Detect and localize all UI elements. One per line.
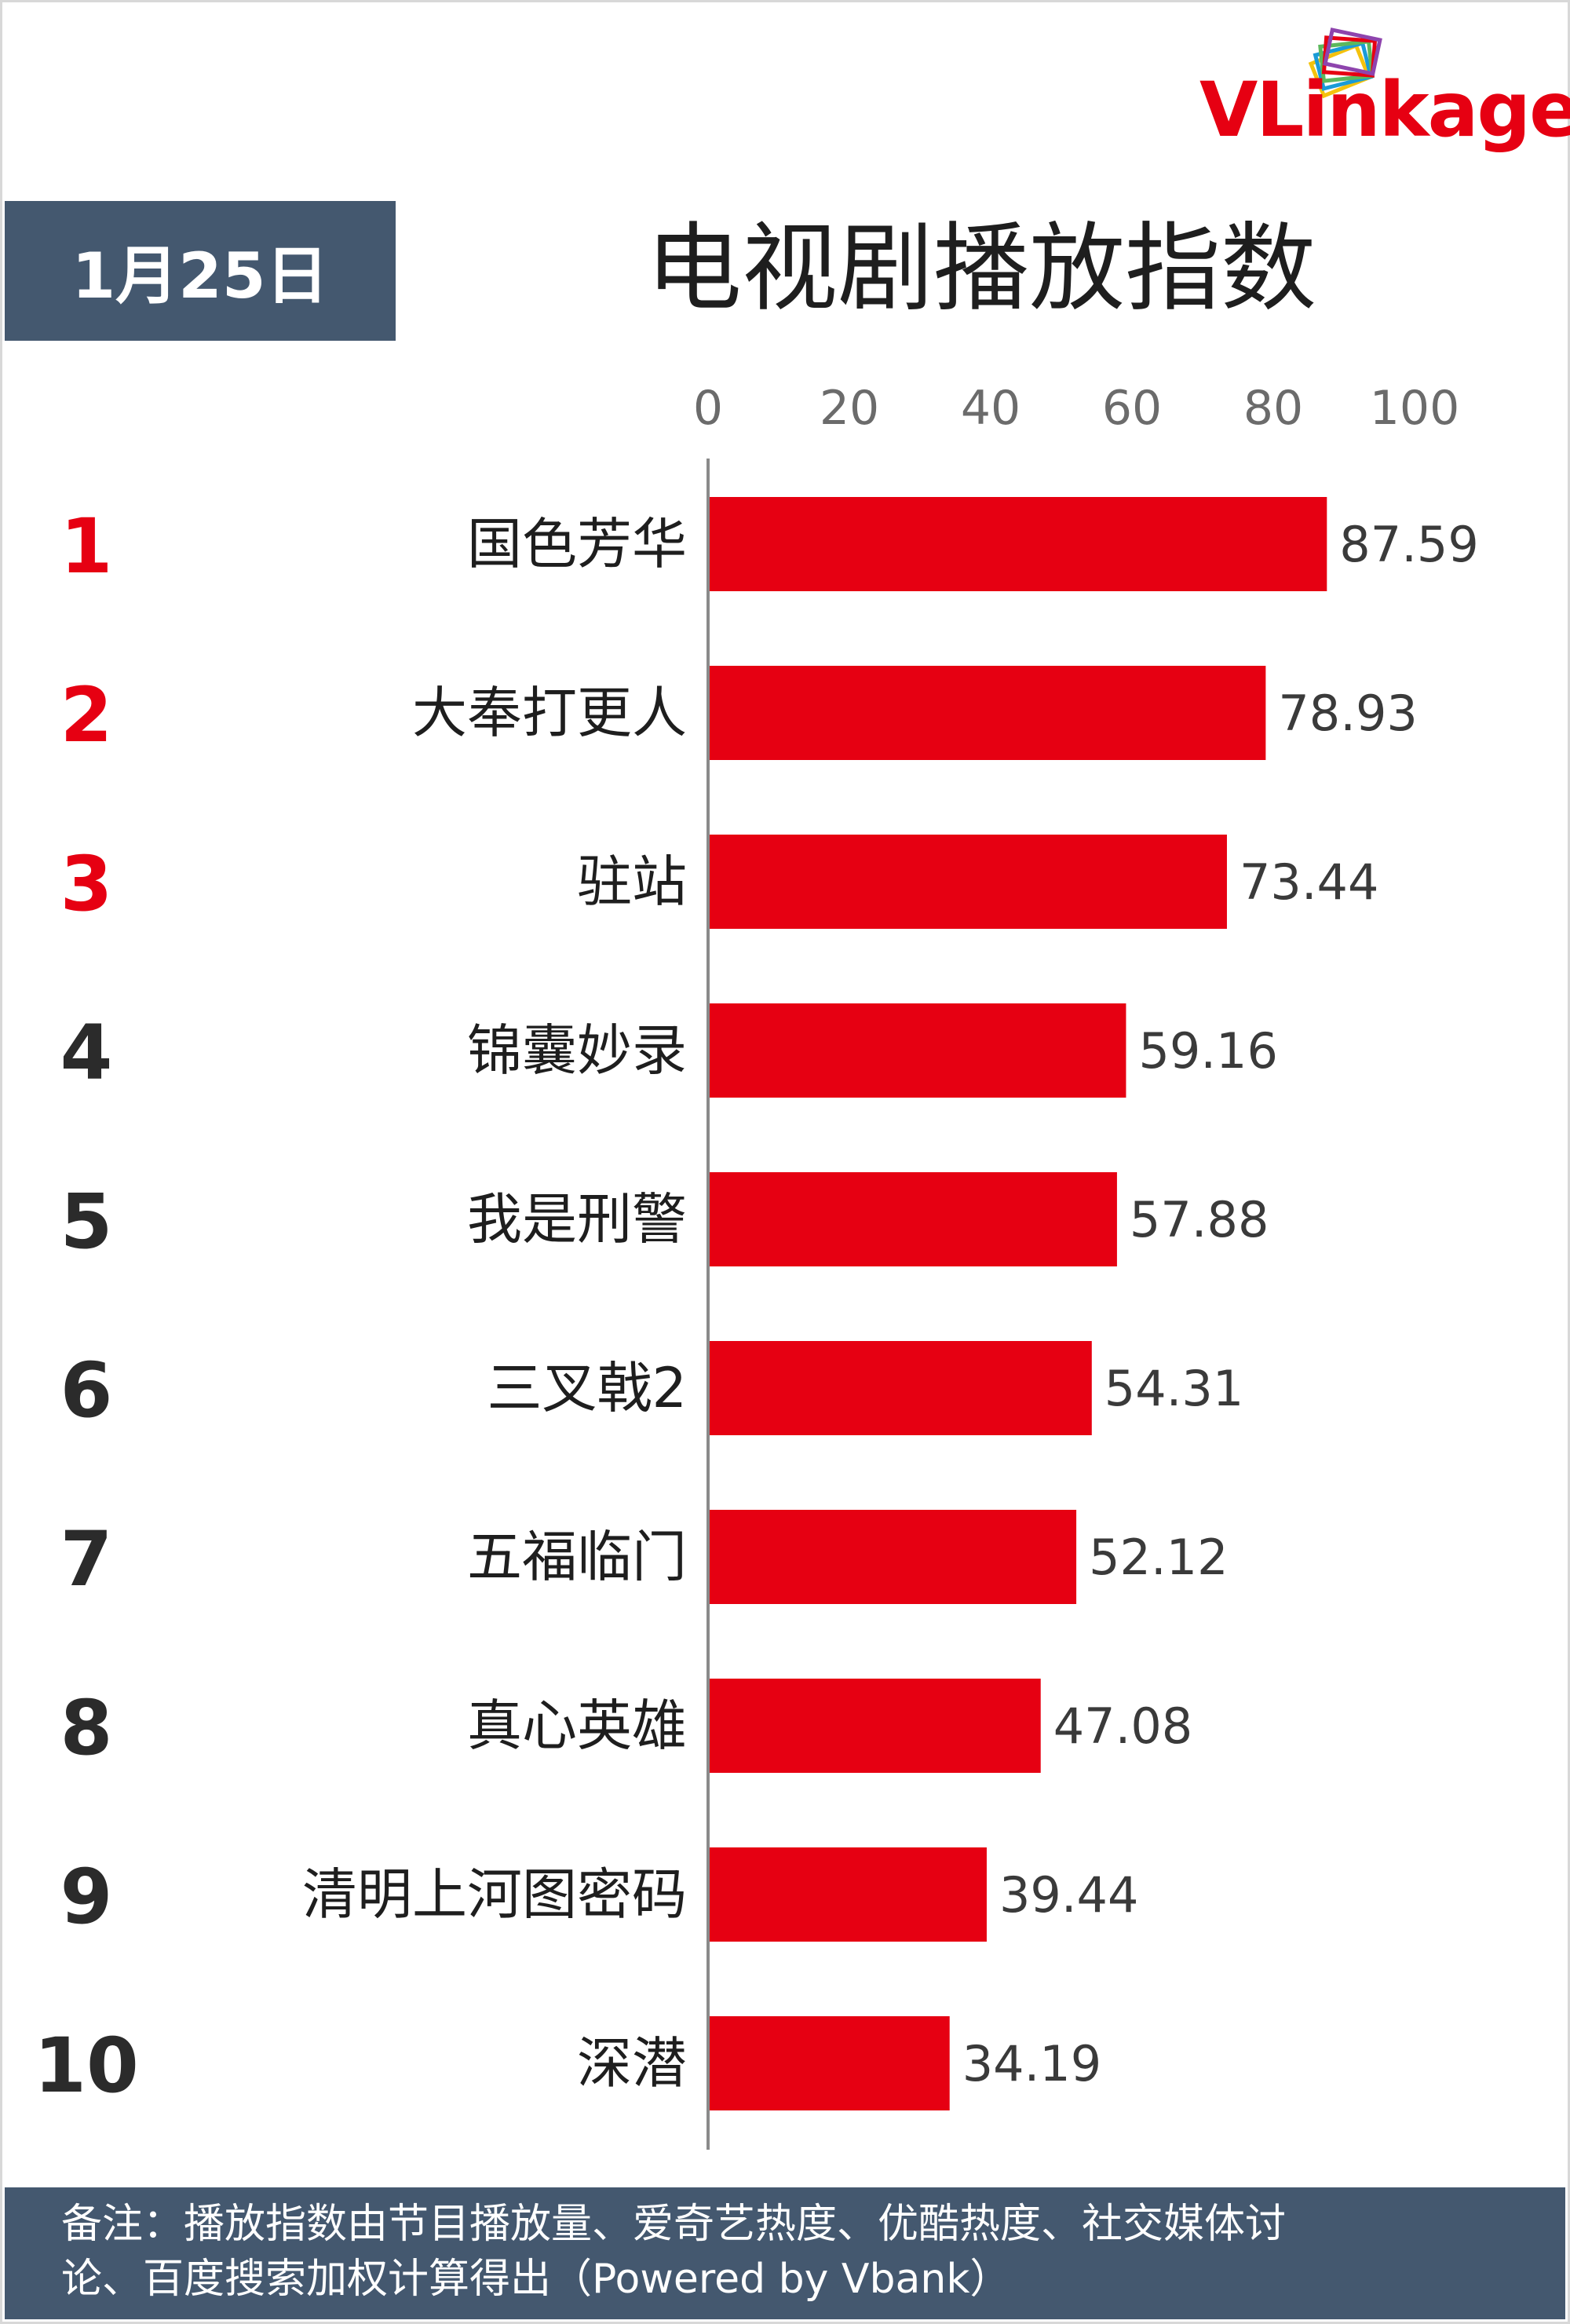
logo-wordmark: VLinkage: [1199, 66, 1570, 154]
value-label: 52.12: [1089, 1529, 1229, 1586]
value-label: 87.59: [1339, 516, 1479, 573]
x-tick-label: 0: [693, 381, 723, 436]
category-label: 深潜: [577, 2031, 687, 2096]
x-tick-label: 80: [1243, 381, 1303, 436]
bar: [708, 497, 1327, 591]
value-label: 34.19: [962, 2035, 1102, 2092]
category-label: 真心英雄: [467, 1694, 687, 1758]
rank-number: 7: [60, 1515, 113, 1603]
category-label: 驻站: [577, 850, 687, 914]
value-label: 47.08: [1053, 1697, 1193, 1755]
rank-number: 3: [60, 840, 113, 928]
category-label: 国色芳华: [467, 512, 687, 576]
bar: [708, 1172, 1117, 1266]
category-label: 五福临门: [467, 1525, 687, 1589]
logo-cards-icon: [1308, 27, 1382, 99]
value-label: 57.88: [1130, 1191, 1269, 1248]
rank-number: 10: [34, 2022, 139, 2110]
rank-number: 1: [60, 502, 113, 590]
rank-number: 5: [60, 1178, 113, 1266]
value-label: 73.44: [1240, 853, 1379, 911]
value-label: 39.44: [999, 1866, 1139, 1924]
rank-number: 9: [60, 1853, 113, 1941]
category-label: 我是刑警: [467, 1187, 687, 1252]
value-label: 78.93: [1278, 685, 1418, 742]
category-label: 清明上河图密码: [302, 1862, 687, 1927]
x-tick-label: 40: [961, 381, 1020, 436]
vlinkage-logo: VLinkage: [1178, 24, 1570, 181]
x-tick-label: 100: [1370, 381, 1460, 436]
footer-line-1: 备注：播放指数由节目播放量、爱奇艺热度、优酷热度、社交媒体讨: [61, 2201, 1287, 2248]
footer-line-2: 论、百度搜索加权计算得出（Powered by Vbank）: [61, 2256, 1011, 2303]
bar: [708, 1003, 1126, 1098]
date-badge: 1月25日: [5, 201, 396, 341]
category-label: 三叉戟2: [487, 1356, 687, 1420]
bar: [708, 1679, 1041, 1773]
bar: [708, 835, 1227, 929]
bar: [708, 1847, 987, 1942]
rank-number: 6: [60, 1347, 113, 1434]
bar: [708, 1341, 1092, 1435]
category-label: 大奉打更人: [412, 681, 687, 745]
footer-note: 备注：播放指数由节目播放量、爱奇艺热度、优酷热度、社交媒体讨 论、百度搜索加权计…: [5, 2187, 1565, 2319]
x-tick-label: 60: [1102, 381, 1162, 436]
rank-number: 2: [60, 671, 113, 759]
category-label: 锦囊妙录: [467, 1018, 687, 1083]
rank-number: 4: [60, 1009, 113, 1097]
bar: [708, 2016, 950, 2110]
bar: [708, 1510, 1077, 1604]
chart-title: 电视剧播放指数: [646, 213, 1316, 324]
bar: [708, 666, 1266, 760]
value-label: 54.31: [1104, 1360, 1244, 1417]
bar-chart: 0 20 40 60 80 100 国色芳华 1 87.59 大奉打更人 2 78.93 驻站 3 73.4…: [34, 381, 1479, 2150]
x-tick-label: 20: [820, 381, 879, 436]
rank-number: 8: [60, 1684, 113, 1772]
value-label: 59.16: [1138, 1022, 1278, 1080]
